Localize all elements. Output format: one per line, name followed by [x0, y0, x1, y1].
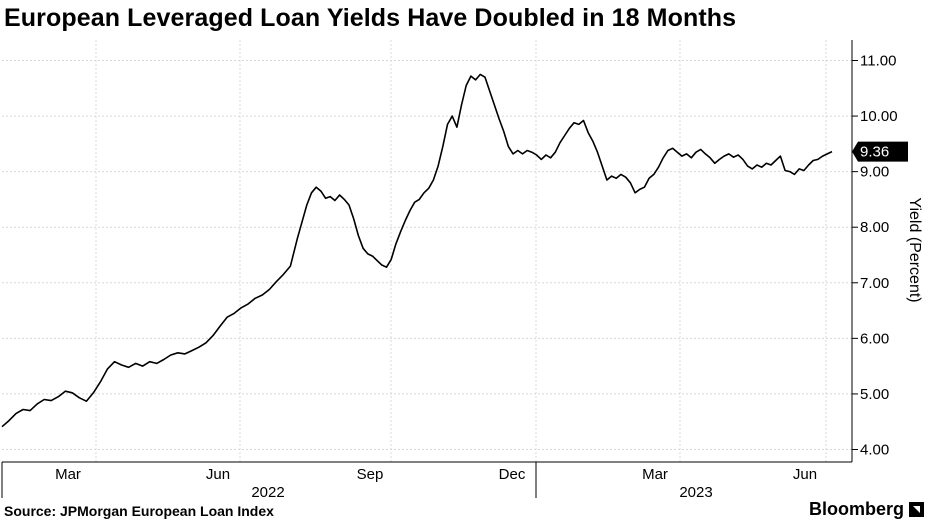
- y-tick-label: 8.00: [860, 219, 889, 236]
- chart-title: European Leveraged Loan Yields Have Doub…: [4, 4, 737, 32]
- yield-series-line: [1, 73, 833, 428]
- source-note: Source: JPMorgan European Loan Index: [4, 503, 274, 519]
- brand-name: Bloomberg: [808, 499, 904, 519]
- y-tick-label: 11.00: [860, 53, 896, 70]
- x-tick-label: Jun: [793, 466, 817, 483]
- x-tick-label: Mar: [55, 466, 81, 483]
- x-tick-label: Mar: [642, 466, 668, 483]
- y-tick-label: 9.00: [860, 164, 889, 181]
- last-value-badge: 9.36: [852, 141, 908, 162]
- y-axis-label: Yield (Percent): [906, 197, 923, 302]
- y-tick-label: 5.00: [860, 386, 889, 403]
- x-tick-label: Jun: [206, 466, 230, 483]
- gridlines: [2, 40, 852, 462]
- badge-label: 9.36: [860, 144, 889, 161]
- badge-background: [852, 141, 908, 162]
- x-year-label: 2022: [251, 484, 284, 501]
- y-tick-label: 6.00: [860, 330, 889, 347]
- y-tick-label: 4.00: [860, 442, 889, 459]
- bloomberg-logo: Bloomberg: [809, 499, 924, 520]
- y-tick-label: 10.00: [860, 108, 898, 125]
- x-tick-label: Sep: [357, 466, 384, 483]
- y-axis: 4.00 5.00 6.00 7.00 8.00 9.00 10.00 11.00: [851, 40, 898, 462]
- y-tick-label: 7.00: [860, 275, 889, 292]
- bloomberg-mark-icon: [909, 502, 924, 517]
- x-axis: Mar Jun Sep Dec Mar Jun 2022 2023: [1, 461, 852, 501]
- x-tick-label: Dec: [499, 466, 526, 483]
- x-year-label: 2023: [679, 484, 712, 501]
